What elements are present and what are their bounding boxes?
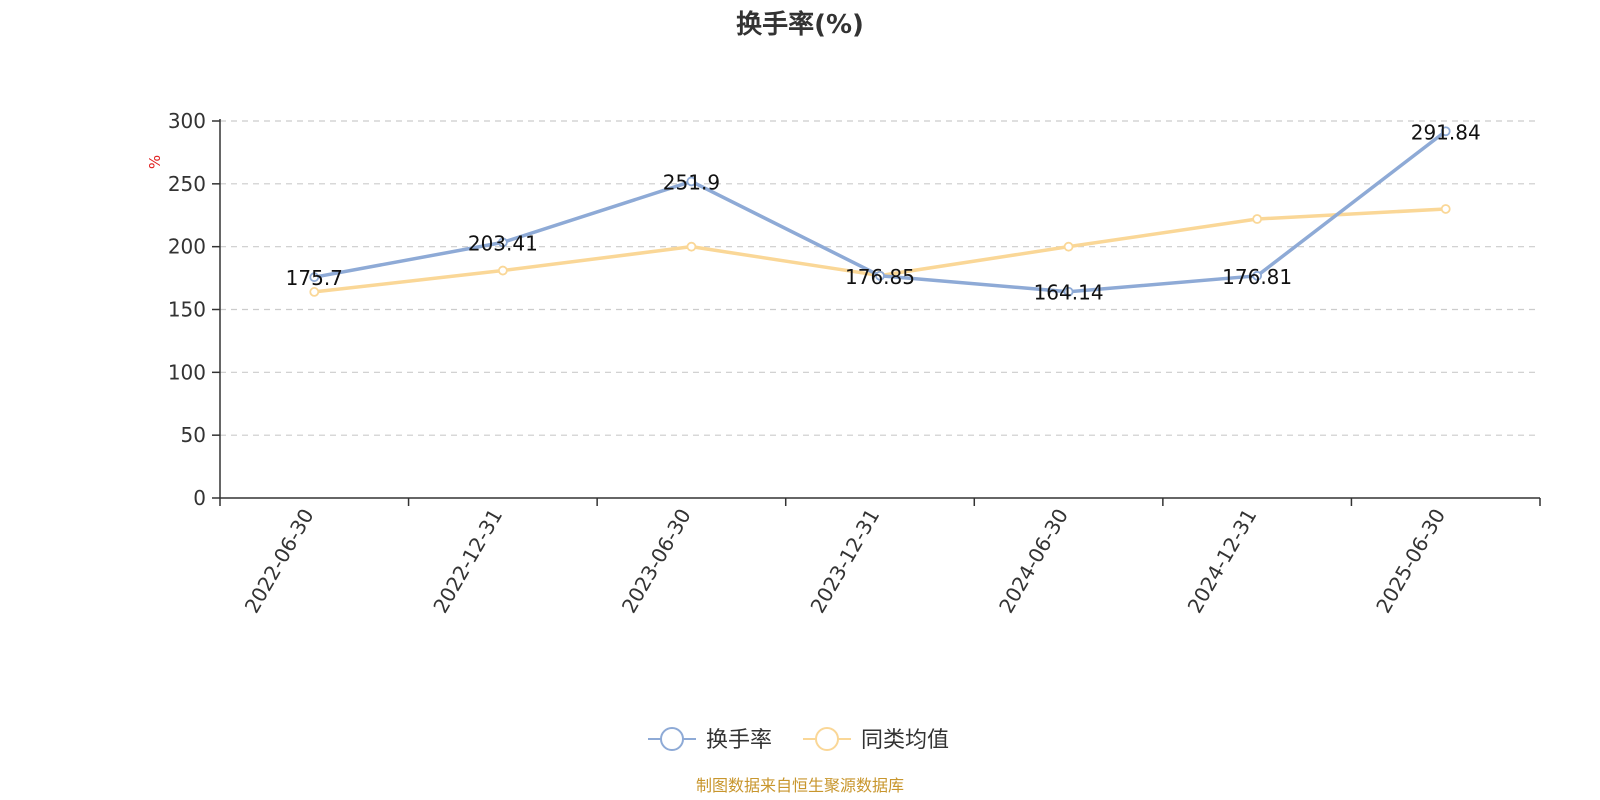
x-tick-label: 2022-12-31 [428, 505, 507, 618]
series-lines [309, 126, 1451, 297]
legend-marker-icon [660, 727, 684, 751]
chart-title: 换手率(%) [736, 9, 864, 40]
x-tick-label: 2024-06-30 [994, 505, 1073, 618]
data-label-换手率: 203.41 [468, 231, 538, 255]
data-point-同类均值 [1063, 241, 1074, 252]
data-label-换手率: 164.14 [1034, 281, 1104, 305]
data-source-note: 制图数据来自恒生聚源数据库 [696, 776, 904, 795]
y-tick-label: 50 [181, 423, 206, 447]
data-label-换手率: 176.81 [1222, 265, 1292, 289]
axes: 0 50 100 150 200 250 300 2022-06-30 2022-12-31 20… [168, 109, 1541, 618]
legend-item-同类均值[interactable]: 同类均值 [803, 727, 949, 753]
x-tick-label: 2023-12-31 [805, 505, 884, 618]
data-point-同类均值 [1252, 214, 1263, 224]
y-tick-label: 0 [193, 486, 206, 510]
data-point-换手率 [497, 237, 508, 248]
grid-lines [220, 120, 1540, 436]
data-point-换手率 [686, 176, 697, 187]
data-point-换手率 [1440, 126, 1451, 137]
data-label-换手率: 176.85 [845, 265, 915, 289]
data-labels: 175.7 203.41 251.9 176.85 164.14 176.81 291.84 [286, 120, 1481, 304]
x-tick-label: 2024-12-31 [1183, 505, 1262, 618]
data-label-换手率: 175.7 [286, 266, 343, 290]
data-point-同类均值 [686, 241, 697, 252]
y-axis-unit: % [146, 155, 164, 169]
y-tick-label: 300 [168, 109, 206, 133]
x-tick-label: 2023-06-30 [617, 505, 696, 618]
y-tick-label: 250 [168, 172, 206, 196]
legend-label: 同类均值 [861, 728, 949, 753]
data-point-换手率 [1063, 286, 1074, 297]
data-label-换手率: 251.9 [663, 170, 720, 194]
x-tick-label: 2025-06-30 [1371, 505, 1450, 618]
data-point-同类均值 [309, 287, 320, 297]
data-point-换手率 [309, 272, 320, 283]
legend-marker-icon [815, 727, 839, 751]
data-point-同类均值 [1440, 204, 1451, 214]
data-point-换手率 [875, 270, 885, 281]
legend-label: 换手率 [706, 728, 772, 753]
y-tick-label: 150 [168, 298, 206, 322]
y-tick-label: 200 [168, 235, 206, 259]
x-tick-label: 2022-06-30 [240, 505, 319, 618]
data-point-换手率 [1252, 270, 1263, 281]
data-label-换手率: 291.84 [1411, 120, 1481, 144]
y-tick-label: 100 [168, 360, 206, 384]
legend-item-换手率[interactable]: 换手率 [648, 727, 772, 753]
data-point-同类均值 [497, 265, 508, 276]
legend[interactable]: 换手率 同类均值 [648, 727, 949, 753]
